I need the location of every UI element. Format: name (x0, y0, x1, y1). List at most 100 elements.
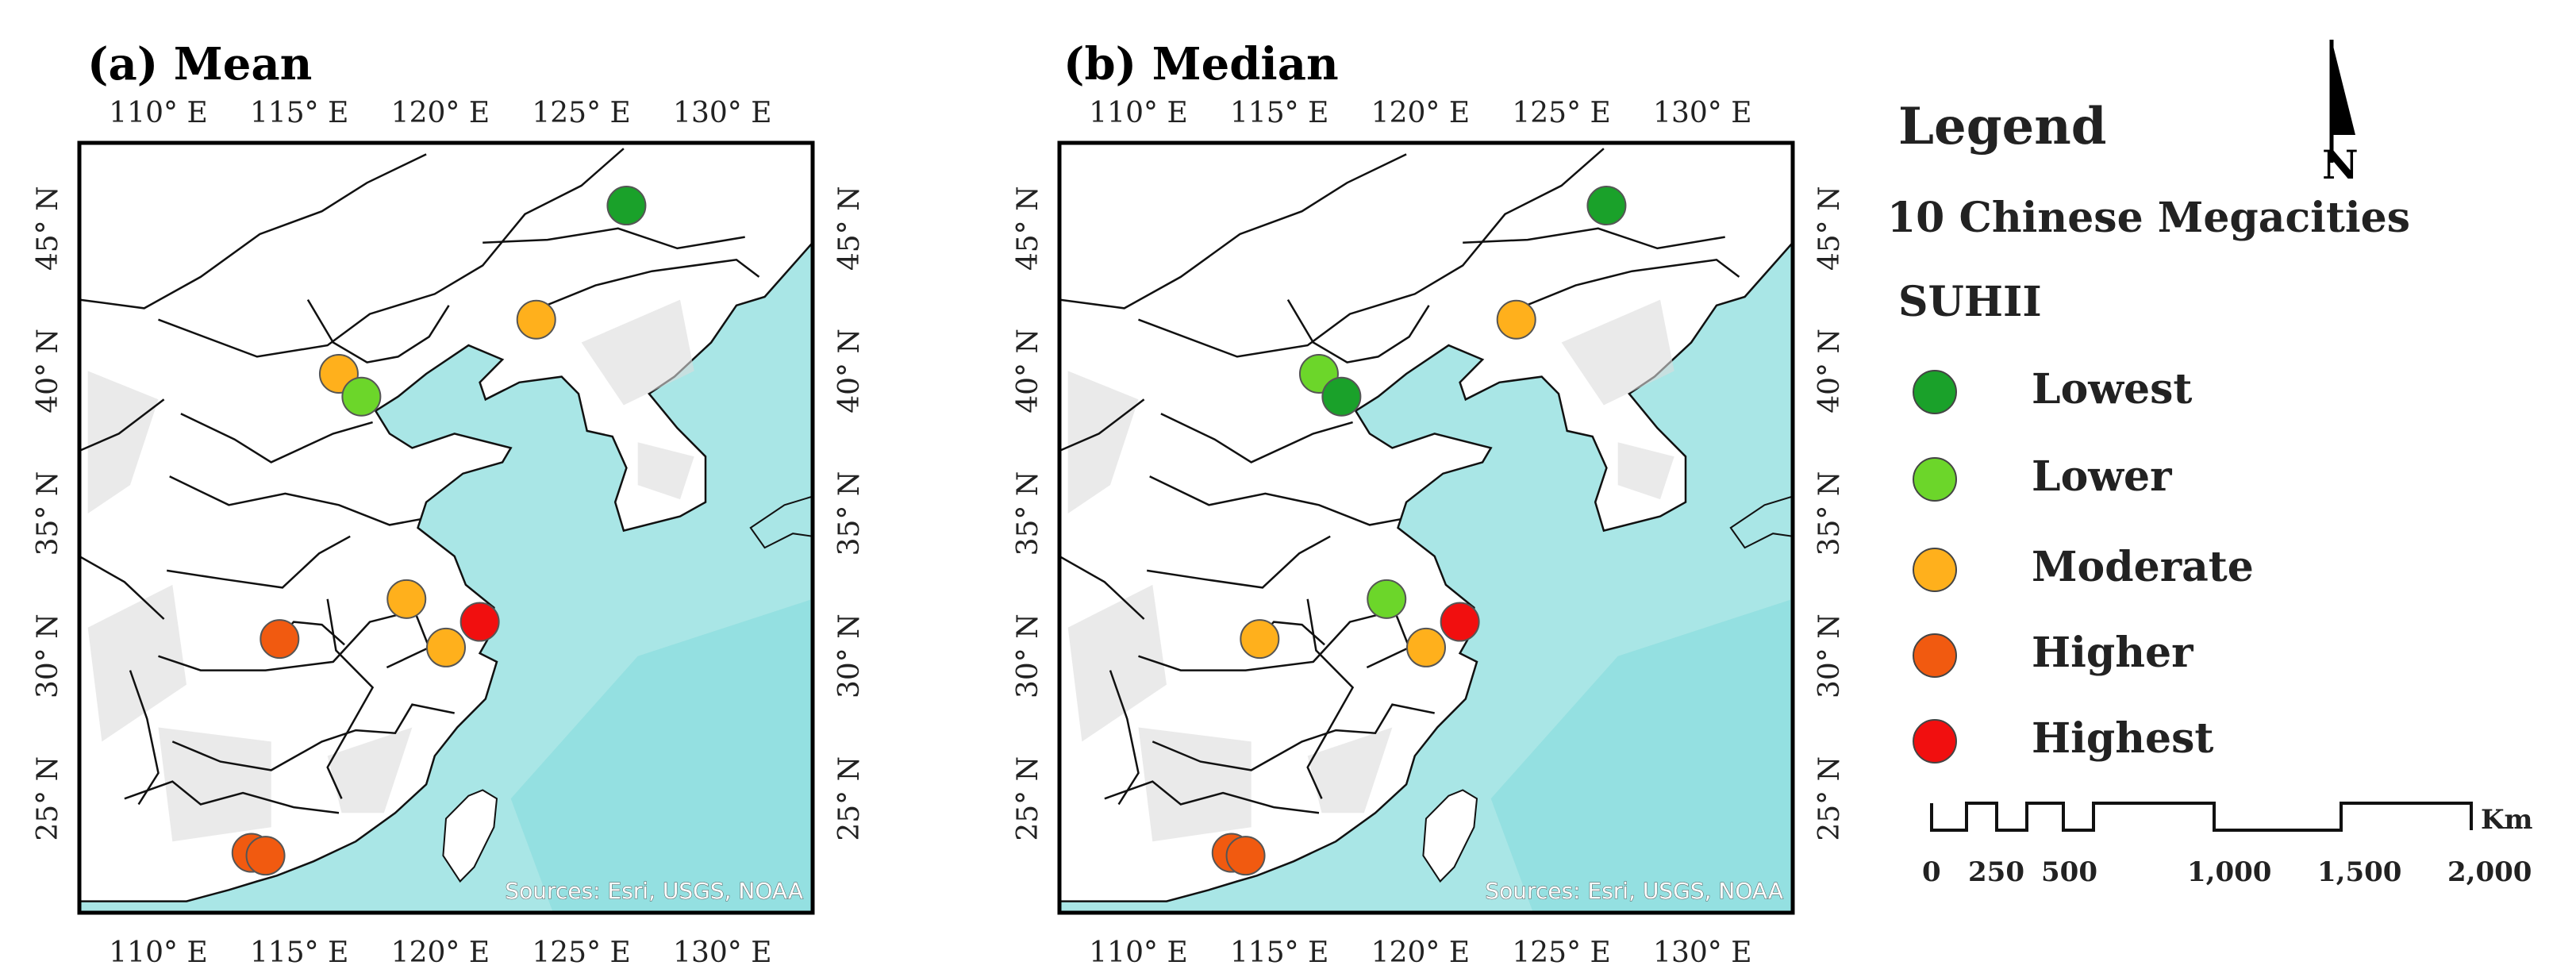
lon-tick-top: 130° E (1653, 97, 1751, 129)
relief-shading (158, 727, 271, 842)
province-border (158, 148, 625, 358)
legend-swatch-lower (1913, 457, 1957, 502)
legend-swatch-lowest (1913, 370, 1957, 414)
city-marker-shenyang (1496, 299, 1536, 340)
map-credit: Sources: Esri, USGS, NOAA (505, 878, 803, 904)
scale-unit: Km (2481, 804, 2533, 836)
map-body (79, 143, 813, 913)
legend-item-highest: Highest (1913, 713, 2325, 776)
province-border (1059, 555, 1145, 620)
lon-tick-top: 115° E (1230, 97, 1328, 129)
province-border (1109, 670, 1140, 806)
city-marker-wuhan (1240, 619, 1280, 660)
relief-shading (1067, 584, 1167, 742)
lon-tick-top: 130° E (673, 97, 771, 129)
lat-tick-right: 25° N (1813, 756, 1845, 841)
province-border (167, 535, 351, 589)
lon-tick-bottom: 120° E (1371, 937, 1470, 969)
legend-swatch-moderate (1913, 548, 1957, 592)
province-border (1104, 780, 1320, 814)
lat-tick-left: 35° N (1012, 471, 1044, 556)
province-border (124, 780, 340, 814)
city-marker-shanghai (1440, 602, 1480, 642)
scale-label-2000: 2,000 (2447, 856, 2532, 888)
city-marker-harbin (606, 186, 647, 226)
province-border (1147, 535, 1331, 589)
province-border (129, 670, 160, 806)
lon-tick-bottom: 130° E (673, 937, 771, 969)
japan-coast (1729, 495, 1793, 549)
scale-label-250: 250 (1968, 856, 2024, 888)
lat-tick-right: 35° N (1813, 471, 1845, 556)
province-border (169, 475, 421, 526)
province-border (483, 227, 745, 250)
lon-tick-bottom: 120° E (391, 937, 490, 969)
relief-shading (1138, 727, 1251, 842)
scale-bar: Km 0 250 500 1,000 1,500 2,000 (1922, 802, 2533, 888)
relief-shading (1561, 299, 1674, 406)
province-border (180, 413, 373, 463)
province-border (1286, 298, 1430, 363)
province-border (79, 398, 165, 452)
province-border (1059, 153, 1407, 310)
lon-tick-top: 125° E (532, 97, 630, 129)
lat-tick-left: 30° N (32, 614, 64, 698)
lon-tick-bottom: 115° E (1230, 937, 1328, 969)
lat-tick-right: 30° N (1813, 614, 1845, 698)
city-marker-tianjin (341, 376, 382, 417)
legend-item-lower: Lower (1913, 451, 2325, 514)
deep-sea-area (510, 598, 813, 913)
lat-tick-right: 35° N (833, 471, 865, 556)
lat-tick-left: 30° N (1012, 614, 1044, 698)
city-marker-dongguan (1225, 836, 1266, 876)
lat-tick-left: 25° N (1012, 756, 1044, 841)
deep-sea-area (1490, 598, 1793, 913)
legend-label-moderate: Moderate (2032, 543, 2254, 591)
legend-label-lowest: Lowest (2032, 365, 2193, 413)
lon-tick-bottom: 125° E (532, 937, 630, 969)
legend-label-lower: Lower (2032, 452, 2172, 501)
province-border (79, 153, 427, 310)
lat-tick-left: 35° N (32, 471, 64, 556)
relief-shading (581, 299, 694, 406)
city-marker-shenyang (516, 299, 556, 340)
map-credit: Sources: Esri, USGS, NOAA (1485, 878, 1783, 904)
lon-tick-top: 110° E (109, 97, 207, 129)
province-border (1138, 612, 1385, 671)
panel-a-title: (a) Mean (87, 38, 313, 90)
province-border (1152, 703, 1435, 771)
relief-shading (87, 371, 159, 514)
lat-tick-left: 40° N (32, 329, 64, 413)
legend-title: Legend (1898, 97, 2107, 156)
legend-label-higher: Higher (2032, 629, 2193, 677)
province-border (1059, 398, 1145, 452)
city-marker-dongguan (245, 836, 286, 876)
province-border (525, 258, 760, 315)
relief-shading (637, 442, 694, 500)
legend-swatch-highest (1913, 719, 1957, 764)
lat-tick-right: 45° N (1813, 186, 1845, 271)
city-marker-tianjin (1321, 376, 1362, 417)
legend-item-lowest: Lowest (1913, 363, 2325, 427)
legend-subtitle: 10 Chinese Megacities (1887, 194, 2411, 242)
lon-tick-top: 125° E (1512, 97, 1610, 129)
panel-b-title: (b) Median (1063, 38, 1339, 90)
province-border (326, 598, 375, 799)
province-border (79, 555, 165, 620)
lat-tick-left: 45° N (1012, 186, 1044, 271)
scale-label-0: 0 (1922, 856, 1941, 888)
lat-tick-right: 45° N (833, 186, 865, 271)
japan-coast (749, 495, 813, 549)
north-arrow-icon: N (2322, 40, 2359, 183)
province-border (158, 612, 405, 671)
relief-shading (1617, 442, 1674, 500)
city-marker-hangzhou (426, 627, 466, 667)
lat-tick-right: 30° N (833, 614, 865, 698)
lat-tick-right: 25° N (833, 756, 865, 841)
lon-tick-top: 120° E (391, 97, 490, 129)
scale-label-500: 500 (2041, 856, 2097, 888)
city-marker-nanjing (1367, 579, 1407, 619)
scale-label-1000: 1,000 (2187, 856, 2271, 888)
city-marker-hangzhou (1406, 627, 1446, 667)
map-frame (1057, 140, 1795, 915)
